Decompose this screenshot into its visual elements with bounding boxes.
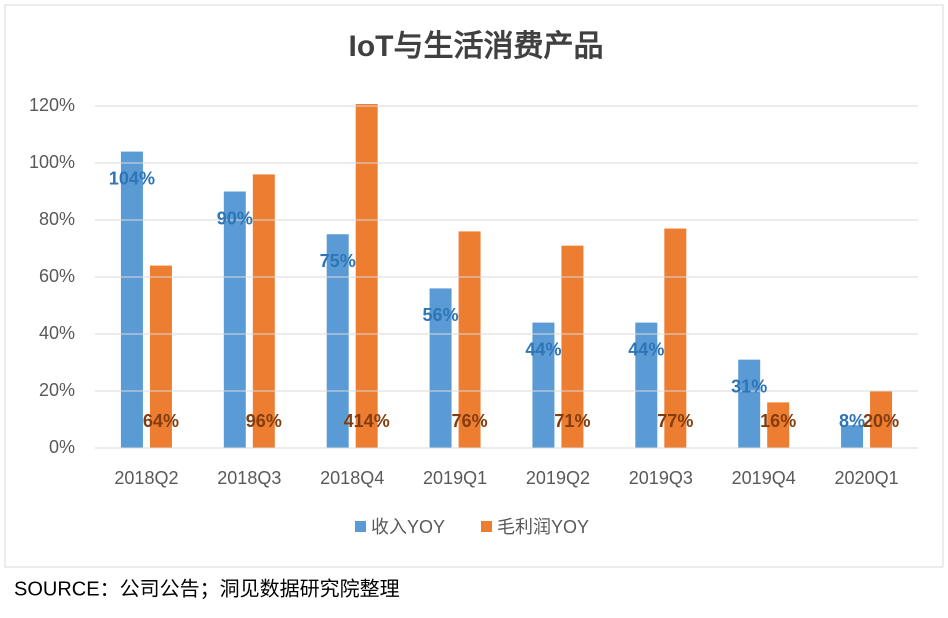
x-tick-label: 2018Q4 — [320, 468, 384, 488]
value-label: 71% — [554, 411, 590, 431]
bars — [120, 104, 893, 448]
bar — [223, 191, 246, 448]
bar — [738, 359, 761, 448]
bar — [429, 288, 452, 448]
bar — [841, 425, 864, 448]
value-label: 77% — [657, 411, 693, 431]
bar — [664, 228, 687, 448]
value-label: 104% — [109, 168, 155, 188]
chart-title: IoT与生活消费产品 — [349, 30, 604, 63]
value-label: 16% — [760, 411, 796, 431]
value-label: 56% — [423, 305, 459, 325]
value-label: 44% — [525, 339, 561, 359]
x-tick-label: 2018Q3 — [217, 468, 281, 488]
value-label: 75% — [320, 251, 356, 271]
value-label: 31% — [731, 376, 767, 396]
x-tick-label: 2019Q1 — [423, 468, 487, 488]
y-tick-label: 0% — [49, 437, 75, 457]
bar — [635, 322, 658, 448]
legend-swatch — [481, 521, 492, 532]
source: SOURCE：公司公告；洞见数据研究院整理 — [14, 577, 400, 600]
y-tick-label: 20% — [39, 380, 75, 400]
legend-label: 收入YOY — [371, 517, 445, 537]
bar — [252, 174, 275, 448]
value-label: 44% — [628, 339, 664, 359]
value-label: 76% — [452, 411, 488, 431]
bar — [326, 234, 349, 448]
bar — [458, 231, 481, 448]
x-tick-label: 2018Q2 — [114, 468, 178, 488]
x-tick-label: 2019Q2 — [526, 468, 590, 488]
bar — [149, 265, 172, 448]
legend-label: 毛利润YOY — [497, 517, 589, 537]
value-label: 64% — [143, 411, 179, 431]
value-label: 90% — [217, 208, 253, 228]
legend-swatch — [355, 521, 366, 532]
bar — [120, 151, 143, 448]
bar — [767, 402, 790, 448]
y-tick-label: 80% — [39, 209, 75, 229]
x-tick-label: 2019Q3 — [629, 468, 693, 488]
bar — [532, 322, 555, 448]
y-tick-label: 120% — [29, 95, 75, 115]
value-label: 8% — [839, 411, 865, 431]
value-label: 20% — [863, 411, 899, 431]
bar — [870, 391, 893, 448]
bar — [561, 245, 584, 448]
value-label: 414% — [344, 411, 390, 431]
y-tick-label: 100% — [29, 152, 75, 172]
x-tick-label: 2019Q4 — [732, 468, 796, 488]
y-tick-label: 40% — [39, 323, 75, 343]
value-label: 96% — [246, 411, 282, 431]
y-tick-label: 60% — [39, 266, 75, 286]
x-tick-label: 2020Q1 — [835, 468, 899, 488]
bar — [355, 104, 378, 448]
